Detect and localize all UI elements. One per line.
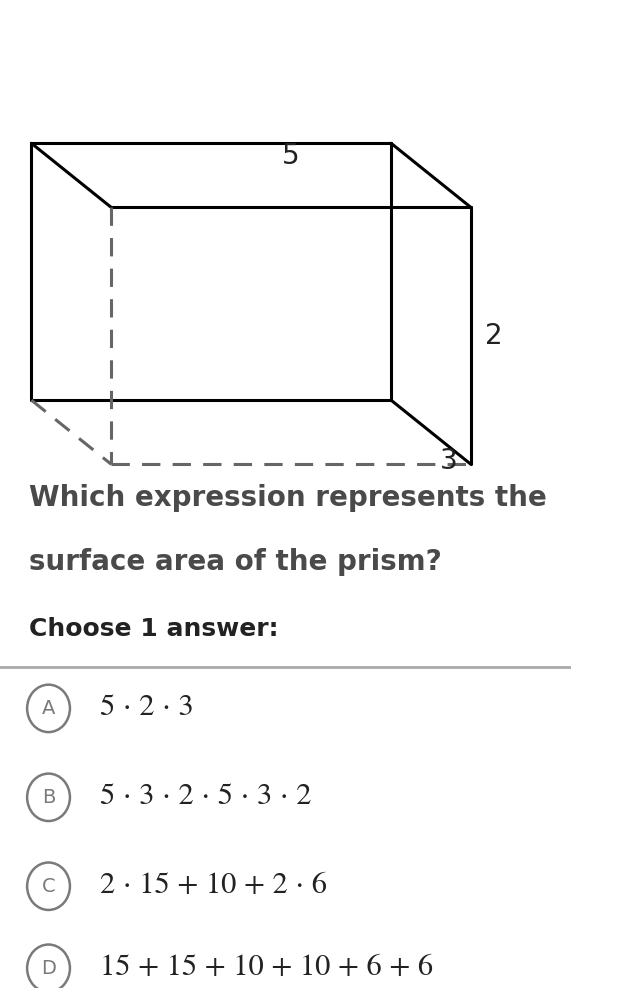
Text: 15 + 15 + 10 + 10 + 6 + 6: 15 + 15 + 10 + 10 + 6 + 6 — [100, 954, 433, 982]
Text: B: B — [42, 787, 55, 807]
Text: Choose 1 answer:: Choose 1 answer: — [29, 618, 278, 641]
Text: surface area of the prism?: surface area of the prism? — [29, 548, 441, 576]
Text: 2: 2 — [485, 322, 503, 350]
Text: 3: 3 — [440, 447, 457, 475]
Text: A: A — [42, 699, 55, 718]
Text: 5 ⋅ 2 ⋅ 3: 5 ⋅ 2 ⋅ 3 — [100, 695, 194, 722]
Text: Which expression represents the: Which expression represents the — [29, 484, 546, 512]
Text: C: C — [42, 876, 55, 896]
Text: 5: 5 — [282, 142, 300, 170]
Text: D: D — [41, 958, 56, 978]
Text: 5 ⋅ 3 ⋅ 2 ⋅ 5 ⋅ 3 ⋅ 2: 5 ⋅ 3 ⋅ 2 ⋅ 5 ⋅ 3 ⋅ 2 — [100, 783, 312, 811]
Text: 2 ⋅ 15 + 10 + 2 ⋅ 6: 2 ⋅ 15 + 10 + 2 ⋅ 6 — [100, 872, 327, 900]
